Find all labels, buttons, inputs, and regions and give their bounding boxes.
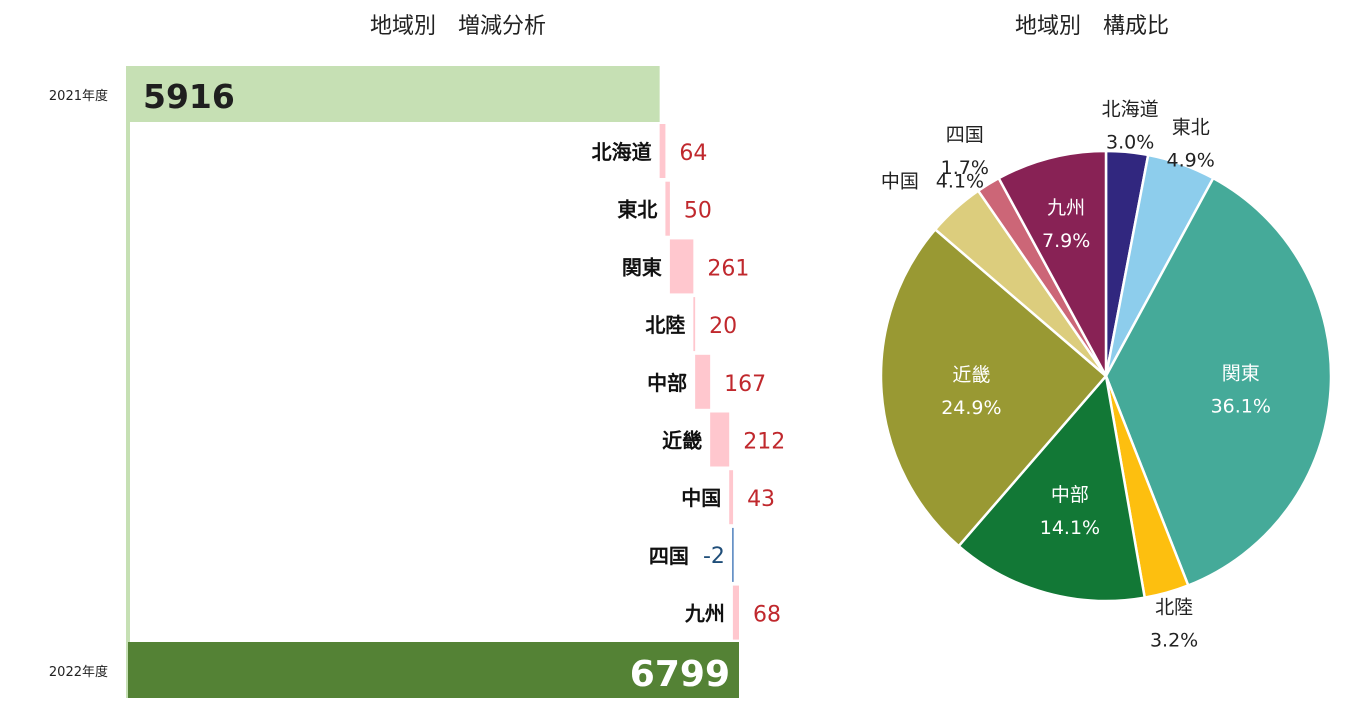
- pie-title: 地域別 構成比: [1015, 14, 1170, 39]
- bar-6: [710, 412, 730, 467]
- pie-value-4: 3.2%: [1150, 630, 1198, 652]
- pie-slice-9: [997, 149, 1108, 377]
- pie-value-3: 36.1%: [1211, 395, 1271, 417]
- start-value-label: 5916: [143, 77, 235, 116]
- pie-label-3: 関東: [1222, 362, 1260, 384]
- value-label-8: -2: [703, 544, 725, 569]
- waterfall-title: 地域別 増減分析: [370, 14, 547, 39]
- value-label-7: 43: [747, 487, 775, 512]
- bar-7: [729, 470, 734, 525]
- bar-3: [669, 239, 694, 294]
- pie-label-2: 東北: [1172, 117, 1210, 139]
- value-label-1: 64: [679, 141, 707, 166]
- start-year-label: 2021年度: [49, 88, 108, 104]
- category-label-8: 四国: [649, 544, 689, 568]
- pie-slice-3: [1104, 176, 1333, 588]
- category-label-9: 九州: [684, 602, 725, 626]
- pie-label-4: 北陸: [1155, 597, 1193, 619]
- bar-1: [659, 124, 666, 178]
- category-label-4: 北陸: [645, 313, 685, 337]
- value-label-3: 261: [707, 256, 749, 281]
- waterfall-axis: [126, 66, 130, 698]
- pie-value-2: 4.9%: [1167, 150, 1215, 172]
- pie-label-9: 九州: [1047, 197, 1085, 219]
- category-label-7: 中国: [681, 486, 721, 510]
- category-label-1: 北海道: [592, 140, 652, 164]
- pie-value-8: 1.7%: [941, 157, 989, 179]
- category-label-5: 中部: [647, 371, 687, 395]
- category-label-2: 東北: [617, 198, 657, 222]
- category-label-3: 関東: [622, 255, 662, 279]
- end-year-label: 2022年度: [49, 664, 108, 680]
- pie-value-7: 4.1%: [936, 170, 984, 192]
- value-label-6: 212: [743, 430, 785, 455]
- bar-8: [732, 527, 734, 582]
- value-label-2: 50: [684, 199, 712, 224]
- pie-label-6: 近畿: [952, 364, 990, 386]
- pie-value-9: 7.9%: [1042, 230, 1090, 252]
- value-label-4: 20: [709, 314, 737, 339]
- start-bar: [128, 66, 660, 122]
- bar-5: [695, 354, 711, 409]
- pie-label-1: 北海道: [1102, 99, 1159, 121]
- value-label-9: 68: [753, 603, 781, 628]
- bar-9: [732, 585, 739, 640]
- pie-value-5: 14.1%: [1040, 517, 1100, 539]
- pie-value-1: 3.0%: [1106, 132, 1154, 154]
- value-label-5: 167: [724, 372, 766, 397]
- pie-value-6: 24.9%: [941, 397, 1001, 419]
- pie-label-8: 四国: [946, 124, 984, 146]
- pie-slice-6: [879, 227, 1108, 548]
- pie-slice-5: [956, 373, 1147, 603]
- pie-label-5: 中部: [1051, 484, 1089, 506]
- end-bar: [128, 642, 739, 698]
- category-label-6: 近畿: [662, 429, 702, 453]
- end-value-label: 6799: [630, 654, 730, 695]
- bar-2: [665, 181, 670, 236]
- pie-label-7: 中国: [881, 170, 919, 192]
- bar-4: [693, 297, 696, 352]
